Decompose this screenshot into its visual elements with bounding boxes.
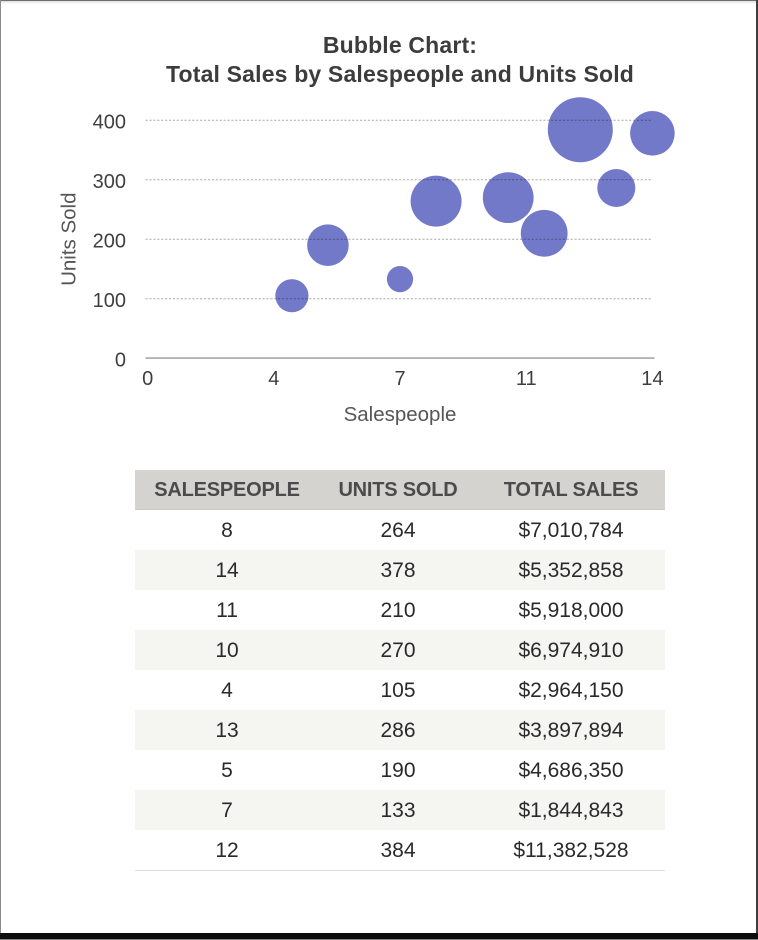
svg-text:Salespeople: Salespeople [344, 403, 457, 426]
svg-text:4: 4 [268, 368, 279, 390]
svg-text:Units Sold: Units Sold [58, 192, 81, 285]
svg-text:14: 14 [641, 368, 663, 390]
svg-text:0: 0 [115, 350, 126, 372]
svg-text:200: 200 [93, 231, 126, 253]
svg-text:7: 7 [394, 368, 405, 390]
svg-text:300: 300 [93, 171, 126, 193]
svg-text:11: 11 [516, 368, 537, 390]
svg-text:400: 400 [93, 112, 126, 134]
svg-text:0: 0 [142, 368, 153, 390]
svg-text:100: 100 [93, 290, 126, 312]
